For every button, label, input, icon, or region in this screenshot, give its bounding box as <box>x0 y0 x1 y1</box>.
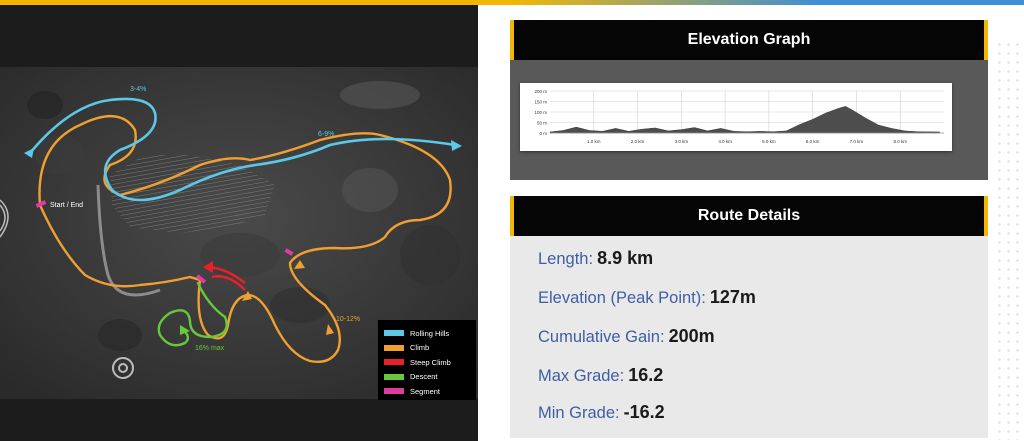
climb-arrow-1 <box>242 291 252 301</box>
x-tick-label: 5.0 km <box>762 139 776 144</box>
top-accent-bar <box>0 0 1024 5</box>
legend-swatch <box>384 344 404 351</box>
grade-label-right: 10-12% <box>336 316 360 323</box>
grade-label-top: 3-4% <box>130 86 146 93</box>
x-tick-label: 8.0 km <box>893 139 907 144</box>
climb-arrow-2 <box>294 260 305 269</box>
detail-value: 16.2 <box>628 365 664 385</box>
elevation-graph-title: Elevation Graph <box>687 31 811 48</box>
legend-swatch <box>384 330 404 337</box>
route-map: Start / End 3-4% 6-9% 10-12% 16% max Rol… <box>0 5 478 441</box>
legend-item-climb: Climb <box>384 341 470 356</box>
grade-label-mid: 6-9% <box>318 131 334 138</box>
legend-label: Steep Climb <box>410 357 451 367</box>
descent-grade-label: 16% max <box>195 345 225 352</box>
rolling-hills-route <box>28 97 457 202</box>
legend-item-steep-climb: Steep Climb <box>384 355 470 370</box>
hillside-hatch <box>110 155 275 233</box>
detail-label: Min Grade: <box>538 404 620 422</box>
detail-elevation-peak: Elevation (Peak Point): 127m <box>538 287 756 311</box>
rolling-hills-arrow-end <box>451 140 462 151</box>
x-tick-label: 4.0 km <box>718 139 732 144</box>
legend-item-descent: Descent <box>384 370 470 385</box>
legend-swatch <box>384 373 404 380</box>
y-tick-label: 200 m <box>534 89 547 94</box>
legend-label: Descent <box>410 372 438 382</box>
descent-arrow <box>180 325 190 335</box>
route-details-header: Route Details <box>510 196 988 236</box>
climb-arrow-3 <box>326 324 334 335</box>
detail-value: 127m <box>709 287 756 307</box>
legend-label: Segment <box>410 386 441 396</box>
terrain-texture <box>27 81 460 351</box>
elevation-chart: 200 m 150 m 100 m 50 m 0 m 1.0 km 2.0 km 3.0 km… <box>534 89 944 144</box>
x-tick-label: 3.0 km <box>675 139 689 144</box>
x-tick-label: 6.0 km <box>806 139 820 144</box>
legend-label: Rolling Hills <box>410 328 450 338</box>
road <box>96 184 161 297</box>
detail-value: -16.2 <box>623 402 665 422</box>
decorative-dot-pattern <box>995 40 1024 440</box>
pavilion <box>0 199 9 238</box>
detail-min-grade: Min Grade: -16.2 <box>538 402 665 426</box>
x-tick-label: 2.0 km <box>631 139 645 144</box>
detail-label: Max Grade: <box>538 367 625 385</box>
detail-label: Elevation (Peak Point): <box>538 289 706 307</box>
elevation-graph-panel: 200 m 150 m 100 m 50 m 0 m 1.0 km 2.0 km 3.0 km… <box>510 60 988 180</box>
legend-item-rolling-hills: Rolling Hills <box>384 326 470 341</box>
detail-label: Cumulative Gain: <box>538 328 665 346</box>
route-details-title: Route Details <box>697 207 801 224</box>
legend-item-segment: Segment <box>384 384 470 399</box>
rolling-hills-arrow-start <box>24 148 34 158</box>
segment-marker-start <box>35 200 47 208</box>
detail-length: Length: 8.9 km <box>538 248 653 272</box>
steep-climb-arrow <box>203 261 213 273</box>
segment-marker-mid <box>195 274 207 284</box>
map-legend: Rolling Hills Climb Steep Climb Descent … <box>378 320 476 400</box>
y-tick-label: 150 m <box>534 100 547 105</box>
segment-marker-right <box>284 248 294 256</box>
detail-cumulative-gain: Cumulative Gain: 200m <box>538 326 715 350</box>
start-end-label: Start / End <box>50 202 83 209</box>
fountain <box>112 357 134 379</box>
x-tick-label: 1.0 km <box>587 139 601 144</box>
elevation-graph-header: Elevation Graph <box>510 20 988 60</box>
detail-label: Length: <box>538 250 594 268</box>
y-tick-label: 50 m <box>537 121 547 126</box>
detail-value: 200m <box>668 326 715 346</box>
descent-route <box>157 281 228 347</box>
x-tick-label: 7.0 km <box>850 139 864 144</box>
detail-max-grade: Max Grade: 16.2 <box>538 365 663 389</box>
elevation-chart-card: 200 m 150 m 100 m 50 m 0 m 1.0 km 2.0 km 3.0 km… <box>520 83 952 151</box>
legend-swatch <box>384 388 404 395</box>
route-details-panel: Length: 8.9 km Elevation (Peak Point): 1… <box>510 236 988 438</box>
legend-swatch <box>384 359 404 366</box>
y-tick-label: 0 m <box>539 131 547 136</box>
elevation-area <box>549 106 940 134</box>
detail-value: 8.9 km <box>597 248 654 268</box>
legend-label: Climb <box>410 343 430 353</box>
y-tick-label: 100 m <box>534 110 547 115</box>
